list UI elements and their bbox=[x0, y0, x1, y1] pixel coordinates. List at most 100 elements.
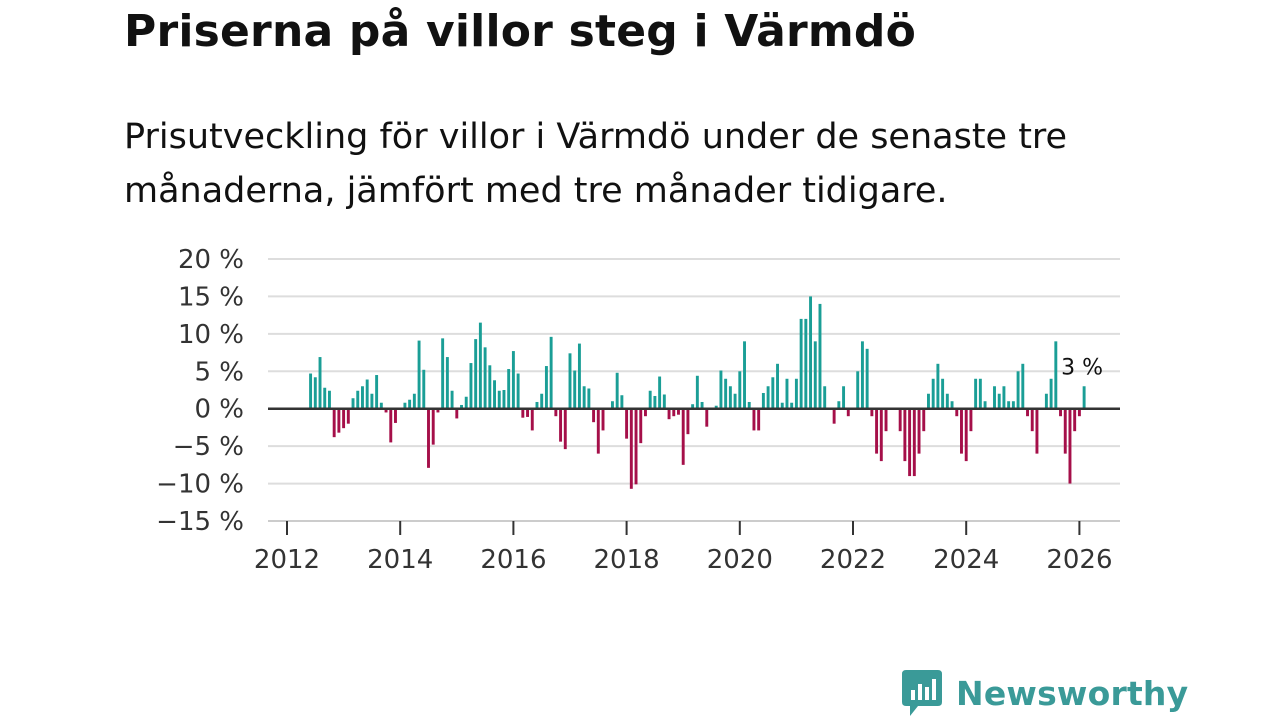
x-tick-label: 2026 bbox=[1046, 545, 1112, 575]
bar bbox=[568, 353, 572, 409]
bar-chart-speech-bubble-icon bbox=[902, 670, 942, 716]
y-tick-label: −10 % bbox=[156, 470, 244, 500]
newsworthy-logo: Newsworthy bbox=[902, 670, 1188, 716]
bar bbox=[526, 408, 530, 417]
bar bbox=[719, 370, 723, 409]
bar bbox=[757, 408, 761, 431]
bar bbox=[884, 408, 888, 432]
bar bbox=[629, 408, 633, 489]
bar bbox=[464, 396, 468, 409]
bar bbox=[771, 377, 775, 409]
bar bbox=[441, 338, 445, 409]
bar bbox=[450, 390, 454, 409]
bar bbox=[478, 322, 482, 409]
bar bbox=[818, 303, 822, 409]
bar bbox=[342, 408, 346, 429]
bar bbox=[1011, 401, 1015, 409]
x-tick-label: 2012 bbox=[254, 545, 320, 575]
bar bbox=[1068, 408, 1072, 484]
y-axis-labels: 20 % 15 % 10 % 5 % 0 % −5 % −10 % −15 % bbox=[156, 245, 244, 537]
bar bbox=[1054, 341, 1058, 409]
bar bbox=[950, 401, 954, 409]
bar bbox=[1021, 363, 1025, 409]
bar bbox=[511, 351, 515, 409]
bar bbox=[672, 408, 676, 417]
bar bbox=[639, 408, 643, 444]
bar bbox=[1035, 408, 1039, 454]
bar bbox=[502, 390, 506, 409]
bar bbox=[879, 408, 883, 462]
bar bbox=[1049, 378, 1053, 409]
y-tick-label: 5 % bbox=[194, 357, 244, 387]
x-axis: 2012 2014 2016 2018 2020 2022 2024 2026 bbox=[254, 520, 1120, 575]
bar bbox=[997, 393, 1001, 409]
bar bbox=[667, 408, 671, 420]
bar bbox=[705, 408, 709, 427]
bar bbox=[677, 408, 680, 415]
bar bbox=[620, 395, 624, 409]
y-tick-label: 0 % bbox=[194, 395, 244, 425]
bar bbox=[445, 357, 449, 409]
bar bbox=[695, 375, 699, 409]
bar bbox=[327, 390, 331, 409]
bar bbox=[945, 393, 949, 409]
bar bbox=[337, 408, 341, 433]
bar bbox=[799, 318, 803, 409]
x-tick-label: 2014 bbox=[367, 545, 433, 575]
bar bbox=[488, 365, 492, 409]
bar bbox=[927, 393, 930, 409]
x-tick-label: 2016 bbox=[480, 545, 546, 575]
bar bbox=[658, 376, 662, 409]
bar bbox=[577, 343, 581, 409]
bar bbox=[549, 336, 553, 409]
bar bbox=[714, 405, 718, 409]
bar bbox=[346, 408, 350, 424]
bar bbox=[412, 393, 416, 409]
bar bbox=[610, 401, 614, 409]
bar bbox=[955, 408, 959, 417]
bar bbox=[743, 341, 746, 409]
y-tick-label: 20 % bbox=[178, 245, 244, 275]
bar bbox=[596, 408, 600, 454]
bar bbox=[365, 379, 369, 409]
bar bbox=[559, 408, 563, 442]
bar bbox=[554, 408, 558, 417]
bar bbox=[309, 373, 313, 409]
bar bbox=[1059, 408, 1062, 417]
bar bbox=[469, 363, 473, 409]
bar bbox=[780, 402, 784, 409]
bar bbox=[516, 373, 520, 409]
bar bbox=[587, 388, 591, 409]
chart-title: Priserna på villor steg i Värmdö bbox=[124, 6, 917, 57]
bar bbox=[431, 408, 435, 445]
bar bbox=[875, 408, 879, 454]
bar bbox=[507, 369, 511, 409]
bar bbox=[427, 408, 430, 468]
bar bbox=[809, 296, 813, 409]
bar bbox=[436, 408, 440, 413]
bar bbox=[983, 401, 987, 409]
bar bbox=[860, 341, 864, 409]
bar bbox=[497, 390, 501, 409]
bar bbox=[837, 401, 841, 409]
bar bbox=[653, 395, 657, 409]
bar bbox=[1082, 386, 1086, 409]
bar bbox=[964, 408, 968, 462]
y-tick-label: −5 % bbox=[173, 432, 244, 462]
bar bbox=[403, 402, 407, 409]
bar bbox=[903, 408, 907, 462]
bar bbox=[1002, 386, 1006, 409]
bar bbox=[1073, 408, 1077, 432]
x-tick-label: 2024 bbox=[933, 545, 999, 575]
bar bbox=[370, 393, 374, 409]
bar bbox=[625, 408, 629, 439]
bar bbox=[592, 408, 596, 423]
bar bbox=[766, 386, 770, 409]
bar bbox=[912, 408, 916, 477]
bar bbox=[1016, 371, 1020, 409]
bar bbox=[686, 408, 690, 435]
bar bbox=[1044, 393, 1048, 409]
bar bbox=[493, 380, 496, 409]
bar bbox=[747, 401, 751, 409]
bar bbox=[691, 404, 695, 409]
